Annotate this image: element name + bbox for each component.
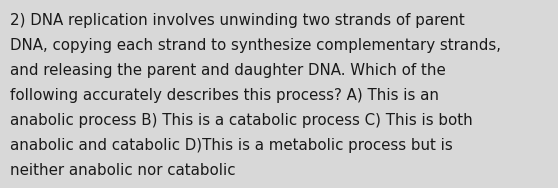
Text: neither anabolic nor catabolic: neither anabolic nor catabolic xyxy=(10,163,235,178)
Text: 2) DNA replication involves unwinding two strands of parent: 2) DNA replication involves unwinding tw… xyxy=(10,13,465,28)
Text: anabolic process B) This is a catabolic process C) This is both: anabolic process B) This is a catabolic … xyxy=(10,113,473,128)
Text: anabolic and catabolic D)This is a metabolic process but is: anabolic and catabolic D)This is a metab… xyxy=(10,138,453,153)
Text: DNA, copying each strand to synthesize complementary strands,: DNA, copying each strand to synthesize c… xyxy=(10,38,501,53)
Text: and releasing the parent and daughter DNA. Which of the: and releasing the parent and daughter DN… xyxy=(10,63,446,78)
Text: following accurately describes this process? A) This is an: following accurately describes this proc… xyxy=(10,88,439,103)
